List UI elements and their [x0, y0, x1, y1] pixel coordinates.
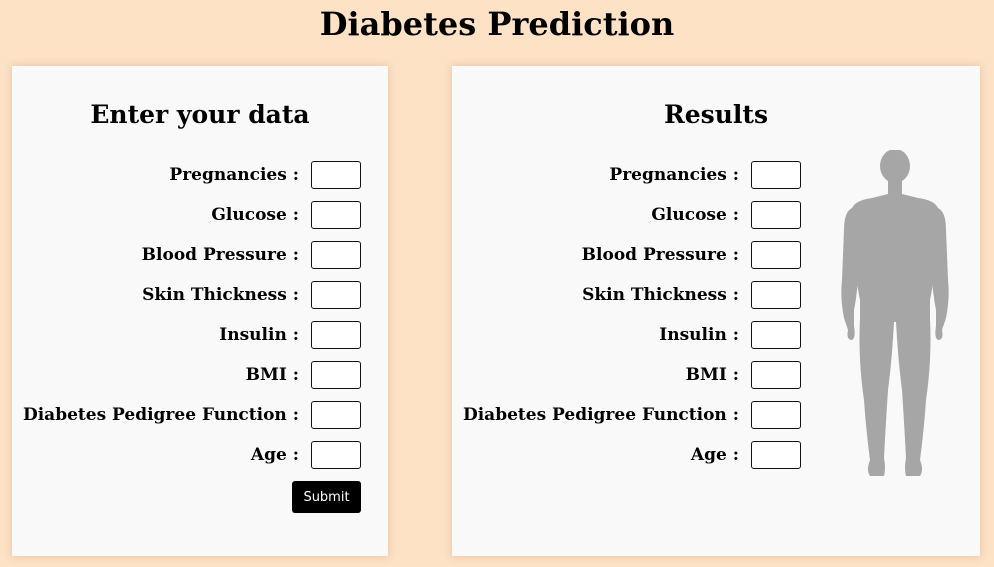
- insulin-input[interactable]: [311, 321, 361, 349]
- blood-pressure-input[interactable]: [311, 241, 361, 269]
- pregnancies-row: Pregnancies :: [12, 161, 361, 189]
- submit-button[interactable]: Submit: [292, 481, 361, 513]
- result-bmi-label: BMI :: [685, 365, 739, 385]
- bmi-label: BMI :: [245, 365, 299, 385]
- input-panel-title: Enter your data: [90, 100, 310, 129]
- result-diabetes-pedigree-row: Diabetes Pedigree Function :: [452, 401, 801, 429]
- insulin-label: Insulin :: [219, 325, 299, 345]
- age-row: Age :: [12, 441, 361, 469]
- result-glucose-label: Glucose :: [651, 205, 739, 225]
- blood-pressure-label: Blood Pressure :: [141, 245, 299, 265]
- pregnancies-label: Pregnancies :: [169, 165, 299, 185]
- skin-thickness-input[interactable]: [311, 281, 361, 309]
- result-insulin-label: Insulin :: [659, 325, 739, 345]
- result-age-field[interactable]: [751, 441, 801, 469]
- human-body-silhouette-icon: [841, 150, 949, 476]
- age-input[interactable]: [311, 441, 361, 469]
- result-glucose-field[interactable]: [751, 201, 801, 229]
- glucose-row: Glucose :: [12, 201, 361, 229]
- result-skin-thickness-field[interactable]: [751, 281, 801, 309]
- result-pregnancies-label: Pregnancies :: [609, 165, 739, 185]
- blood-pressure-row: Blood Pressure :: [12, 241, 361, 269]
- result-blood-pressure-field[interactable]: [751, 241, 801, 269]
- results-panel-title: Results: [663, 100, 769, 129]
- result-insulin-field[interactable]: [751, 321, 801, 349]
- result-pregnancies-field[interactable]: [751, 161, 801, 189]
- glucose-input[interactable]: [311, 201, 361, 229]
- result-bmi-row: BMI :: [452, 361, 801, 389]
- results-panel: Results Pregnancies : Glucose : Blood Pr…: [452, 66, 980, 556]
- result-diabetes-pedigree-label: Diabetes Pedigree Function :: [462, 405, 739, 425]
- diabetes-pedigree-input[interactable]: [311, 401, 361, 429]
- page-title: Diabetes Prediction: [319, 5, 675, 43]
- result-skin-thickness-label: Skin Thickness :: [582, 285, 739, 305]
- result-skin-thickness-row: Skin Thickness :: [452, 281, 801, 309]
- result-insulin-row: Insulin :: [452, 321, 801, 349]
- pregnancies-input[interactable]: [311, 161, 361, 189]
- glucose-label: Glucose :: [211, 205, 299, 225]
- skin-thickness-label: Skin Thickness :: [142, 285, 299, 305]
- result-diabetes-pedigree-field[interactable]: [751, 401, 801, 429]
- result-age-row: Age :: [452, 441, 801, 469]
- diabetes-pedigree-label: Diabetes Pedigree Function :: [22, 405, 299, 425]
- result-blood-pressure-label: Blood Pressure :: [581, 245, 739, 265]
- bmi-row: BMI :: [12, 361, 361, 389]
- input-panel: Enter your data Pregnancies : Glucose : …: [12, 66, 388, 556]
- age-label: Age :: [250, 445, 299, 465]
- insulin-row: Insulin :: [12, 321, 361, 349]
- result-pregnancies-row: Pregnancies :: [452, 161, 801, 189]
- result-bmi-field[interactable]: [751, 361, 801, 389]
- result-blood-pressure-row: Blood Pressure :: [452, 241, 801, 269]
- skin-thickness-row: Skin Thickness :: [12, 281, 361, 309]
- bmi-input[interactable]: [311, 361, 361, 389]
- result-age-label: Age :: [690, 445, 739, 465]
- result-glucose-row: Glucose :: [452, 201, 801, 229]
- diabetes-pedigree-row: Diabetes Pedigree Function :: [12, 401, 361, 429]
